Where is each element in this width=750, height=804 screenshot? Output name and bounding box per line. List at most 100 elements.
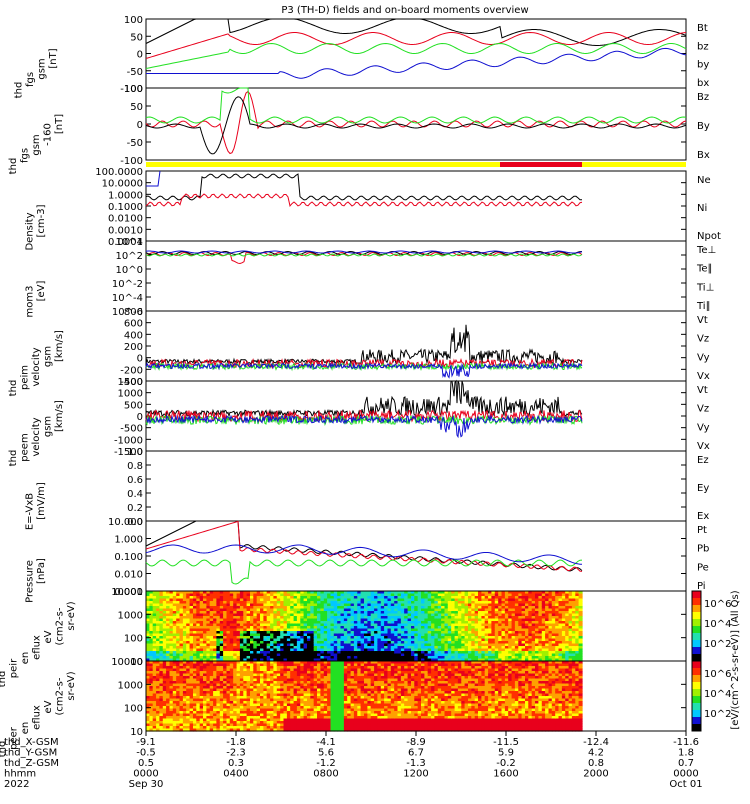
legend-bz: bz	[697, 41, 709, 52]
legend-pb: Pb	[697, 544, 709, 555]
y-tick-label: 600	[124, 319, 143, 330]
x-row-value: Sep 30	[129, 779, 164, 790]
y-axis-label-line: eflux	[32, 635, 43, 660]
series-Pt	[146, 521, 582, 571]
x-row-value: 0.3	[228, 758, 244, 769]
colorbar-label: [eV/(cm^2-s-sr-eV)] (All Qs)	[730, 590, 741, 729]
y-tick-label: 0.010	[114, 570, 143, 581]
y-axis-label-line: gsm	[43, 416, 54, 437]
panel-frame	[146, 521, 686, 591]
y-tick-label: -50	[127, 138, 143, 149]
x-row-value: -12.4	[583, 737, 609, 748]
y-tick-label: 800	[124, 307, 143, 318]
y-tick-label: 10000	[111, 657, 143, 668]
y-tick-label: 50	[130, 32, 143, 43]
y-tick-label: 0.100	[114, 552, 143, 563]
x-row-value: 1600	[493, 769, 518, 780]
y-axis-label-line: gsm	[43, 346, 54, 367]
y-tick-label: 10.0000	[102, 179, 143, 190]
y-tick-label: 10^-4	[112, 293, 143, 304]
y-tick-label: -50	[127, 67, 143, 78]
y-axis-label-line: en	[20, 652, 31, 665]
y-tick-label: -200	[120, 365, 143, 376]
y-tick-label: 10.000	[108, 517, 143, 528]
legend-ey: Ey	[697, 483, 709, 494]
y-tick-label: 0	[137, 120, 143, 131]
y-axis-label-line: -160	[43, 123, 54, 146]
y-axis-label-line: eV	[43, 630, 54, 643]
y-axis-label-line: [km/s]	[54, 330, 65, 362]
y-tick-label: -1000	[114, 435, 143, 446]
y-axis-label-line: Pressure	[25, 560, 36, 603]
x-row-value: 0400	[223, 769, 248, 780]
state-bar	[146, 162, 686, 167]
series-bx	[146, 48, 686, 78]
x-row-value: 5.6	[318, 748, 334, 759]
y-tick-label: -100	[120, 156, 143, 167]
legend-vy: Vy	[697, 352, 710, 363]
legend-vz: Vz	[697, 404, 709, 415]
legend-bz: Bz	[697, 92, 709, 103]
y-axis-label-line: mom3	[25, 286, 36, 318]
y-tick-label: 200	[124, 342, 143, 353]
legend-bx: bx	[697, 78, 709, 89]
legend-vx: Vx	[697, 371, 710, 382]
x-row-value: 0000	[673, 769, 698, 780]
x-row-value: -0.5	[136, 748, 156, 759]
y-axis-label-line: eflux	[32, 705, 43, 730]
series-Pi	[146, 545, 582, 564]
y-axis-label-line: thd	[0, 671, 8, 688]
y-tick-label: -500	[120, 424, 143, 435]
x-row-value: 0.5	[138, 758, 154, 769]
x-row-value: 0.7	[678, 758, 694, 769]
series-Vt	[146, 325, 582, 364]
series-Ne	[146, 194, 582, 206]
y-tick-label: 10^2	[116, 251, 143, 262]
x-row-value: 1200	[403, 769, 428, 780]
y-tick-label: 50	[130, 102, 143, 113]
y-axis-label-line: en	[20, 722, 31, 735]
colorbar-tick: 10^6	[704, 599, 731, 610]
x-row-value: 4.2	[588, 748, 604, 759]
colorbar-tick: 10^4	[704, 619, 731, 630]
legend-vt: Vt	[697, 385, 708, 396]
x-row-label: thd_Z-GSM	[4, 758, 59, 769]
x-row-value: 0.8	[588, 758, 604, 769]
x-row-value: -11.5	[493, 737, 519, 748]
x-row-value: -2.3	[226, 748, 246, 759]
y-tick-label: 1.000	[114, 535, 143, 546]
y-axis-label-line: peim	[20, 365, 31, 390]
legend-npot: Npot	[697, 231, 721, 242]
y-axis-label-line: [nT]	[48, 48, 59, 68]
y-axis-label-line: velocity	[31, 347, 42, 386]
y-tick-label: 1000	[118, 389, 143, 400]
x-row-label: thd_X-GSM	[4, 737, 59, 748]
y-axis-label: E=-VxB[mV/m]	[25, 482, 48, 530]
legend-by: By	[697, 121, 710, 132]
y-tick-label: 1.0	[127, 447, 143, 458]
colorbar	[692, 591, 701, 732]
legend-ex: Ex	[697, 511, 709, 522]
x-row-value: Oct 01	[669, 779, 702, 790]
legend-bx: Bx	[697, 150, 710, 161]
y-axis-label-line: eV	[43, 700, 54, 713]
x-row-value: -9.1	[136, 737, 156, 748]
y-tick-label: 100.0000	[95, 167, 143, 178]
y-tick-label: 0	[137, 50, 143, 61]
series-Npot	[146, 171, 160, 186]
y-axis-label-line: thd	[14, 82, 25, 99]
x-row-value: 2000	[583, 769, 608, 780]
y-axis-label-line: (cm2-s-	[55, 607, 66, 645]
y-tick-label: 10^-2	[112, 279, 143, 290]
x-row-value: 0800	[313, 769, 338, 780]
x-row-value: 5.9	[498, 748, 514, 759]
legend-vt: Vt	[697, 315, 708, 326]
legend-ez: Ez	[697, 455, 709, 466]
y-axis-label-line: [mV/m]	[36, 482, 47, 520]
colorbar-tick: 10^6	[704, 669, 731, 680]
